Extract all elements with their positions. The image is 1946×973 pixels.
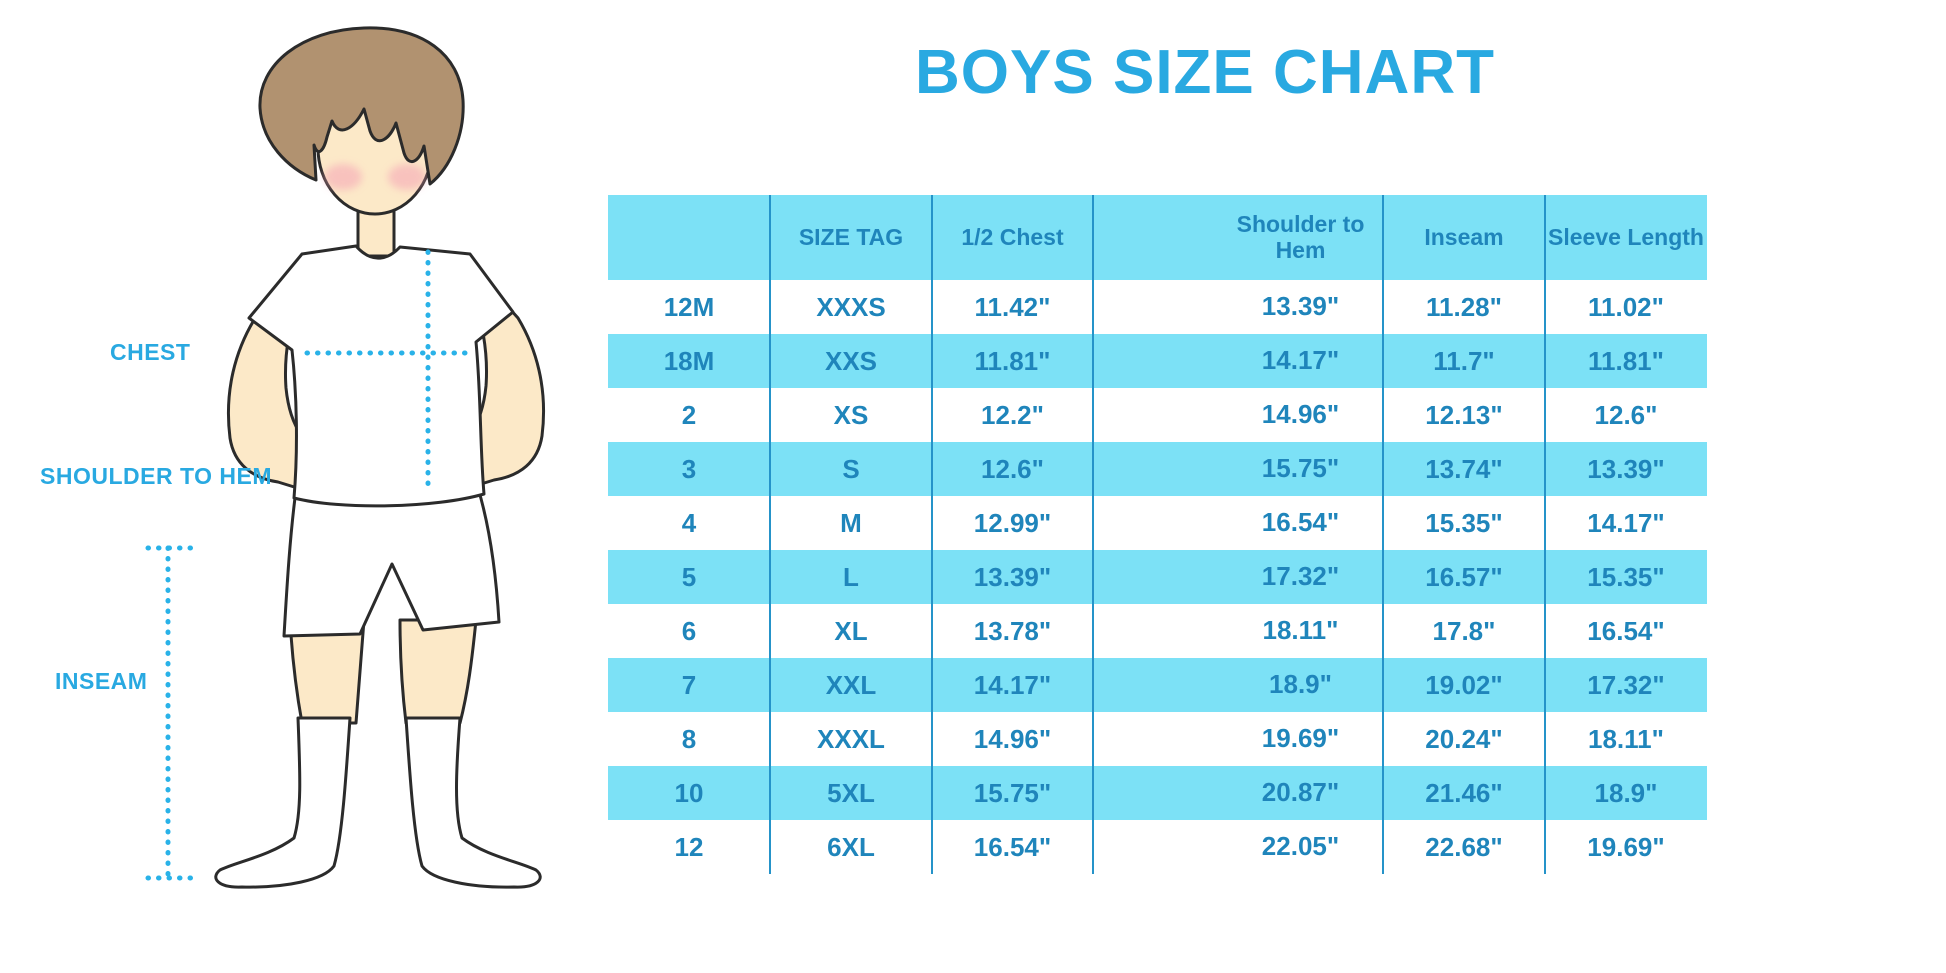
table-row: 12 6XL 16.54" 22.05" 22.68" 19.69" — [608, 820, 1707, 874]
table-row: 7 XXL 14.17" 18.9" 19.02" 17.32" — [608, 658, 1707, 712]
page-title: BOYS SIZE CHART — [915, 38, 1495, 107]
table-row: 10 5XL 15.75" 20.87" 21.46" 18.9" — [608, 766, 1707, 820]
table-cell-inseam: 20.24" — [1425, 723, 1503, 754]
table-cell-shoulder-to-hem: 20.87" — [1261, 777, 1340, 808]
table-row: 6 XL 13.78" 18.11" 17.8" 16.54" — [608, 604, 1707, 658]
table-cell-sleeve-length: 15.35" — [1587, 561, 1665, 592]
table-cell-shoulder-to-hem: 14.17" — [1261, 345, 1340, 376]
table-header-row: SIZE TAG 1/2 Chest Shoulder to Hem Insea… — [608, 195, 1707, 280]
table-cell-sleeve-length: 11.81" — [1588, 345, 1664, 376]
t-shirt — [247, 244, 515, 508]
table-cell-inseam: 17.8" — [1432, 615, 1496, 646]
table-cell-shoulder-to-hem: 13.39" — [1261, 291, 1340, 322]
table-row: 3 S 12.6" 15.75" 13.74" 13.39" — [608, 442, 1707, 496]
table-cell-tag: S — [842, 453, 860, 484]
table-cell-shoulder-to-hem: 16.54" — [1261, 507, 1340, 538]
shoulder-to-hem-label: SHOULDER TO HEM — [40, 463, 272, 489]
table-cell-sleeve-length: 12.6" — [1594, 399, 1658, 430]
inseam-measure-line — [145, 545, 203, 881]
table-cell-shoulder-to-hem: 19.69" — [1261, 723, 1340, 754]
table-cell-sleeve-length: 16.54" — [1587, 615, 1665, 646]
table-cell-inseam: 15.35" — [1425, 507, 1503, 538]
table-cell-sleeve-length: 18.11" — [1588, 723, 1664, 754]
header-cell-half-chest: 1/2 Chest — [961, 224, 1064, 250]
table-cell-tag: L — [843, 561, 859, 592]
table-cell-half-chest: 15.75" — [973, 777, 1052, 808]
header-cell-size-tag: SIZE TAG — [798, 224, 904, 250]
table-cell-shoulder-to-hem: 15.75" — [1261, 453, 1340, 484]
table-cell-size: 3 — [681, 453, 697, 484]
table-row: 4 M 12.99" 16.54" 15.35" 14.17" — [608, 496, 1707, 550]
table-cell-sleeve-length: 11.02" — [1588, 291, 1664, 322]
table-cell-size: 6 — [681, 615, 697, 646]
table-cell-size: 8 — [681, 723, 697, 754]
table-cell-half-chest: 13.78" — [973, 615, 1052, 646]
table-cell-tag: M — [840, 507, 862, 538]
table-cell-tag: 5XL — [827, 777, 875, 808]
table-cell-shoulder-to-hem: 17.32" — [1261, 561, 1340, 592]
table-cell-inseam: 13.74" — [1425, 453, 1503, 484]
table-cell-tag: XXXL — [817, 723, 885, 754]
table-cell-size: 4 — [681, 507, 697, 538]
header-cell-sleeve-length: Sleeve Length — [1548, 224, 1704, 250]
table-cell-half-chest: 12.99" — [973, 507, 1052, 538]
shorts — [282, 486, 501, 638]
table-cell-half-chest: 12.2" — [981, 399, 1044, 430]
table-cell-inseam: 12.13" — [1425, 399, 1503, 430]
table-cell-inseam: 11.28" — [1426, 291, 1502, 322]
table-cell-inseam: 11.7" — [1433, 345, 1495, 376]
table-cell-sleeve-length: 18.9" — [1594, 777, 1658, 808]
header-cell-shoulder-to-hem: Shoulder to Hem — [1236, 210, 1365, 263]
table-cell-size: 2 — [681, 399, 697, 430]
table-cell-sleeve-length: 19.69" — [1587, 831, 1665, 862]
table-cell-half-chest: 12.6" — [981, 453, 1044, 484]
table-row: 12M XXXS 11.42" 13.39" 11.28" 11.02" — [608, 280, 1707, 334]
table-cell-size: 18M — [663, 345, 715, 376]
table-cell-half-chest: 16.54" — [973, 831, 1052, 862]
table-cell-shoulder-to-hem: 14.96" — [1261, 399, 1340, 430]
table-cell-size: 7 — [681, 669, 697, 700]
table-cell-size: 10 — [674, 777, 704, 808]
table-cell-shoulder-to-hem: 18.11" — [1262, 615, 1339, 646]
table-cell-tag: XL — [834, 615, 868, 646]
table-cell-inseam: 22.68" — [1425, 831, 1503, 862]
table-cell-tag: XS — [833, 399, 869, 430]
table-row: 5 L 13.39" 17.32" 16.57" 15.35" — [608, 550, 1707, 604]
boy-figure-svg — [145, 26, 546, 889]
header-cell-inseam: Inseam — [1424, 224, 1504, 250]
table-cell-size: 12M — [663, 291, 715, 322]
table-cell-half-chest: 13.39" — [973, 561, 1052, 592]
table-cell-shoulder-to-hem: 18.9" — [1269, 669, 1332, 700]
cheeks — [324, 164, 426, 190]
table-cell-half-chest: 11.42" — [974, 291, 1051, 322]
hair — [258, 26, 465, 186]
chest-label: CHEST — [110, 339, 191, 365]
table-cell-tag: 6XL — [827, 831, 875, 862]
table-cell-sleeve-length: 14.17" — [1587, 507, 1665, 538]
table-row: 8 XXXL 14.96" 19.69" 20.24" 18.11" — [608, 712, 1707, 766]
table-cell-size: 12 — [674, 831, 704, 862]
table-cell-shoulder-to-hem: 22.05" — [1261, 831, 1340, 862]
socks — [214, 716, 542, 889]
inseam-label: INSEAM — [55, 668, 148, 694]
boy-illustration — [40, 20, 560, 910]
table-cell-half-chest: 11.81" — [974, 345, 1051, 376]
table-cell-inseam: 21.46" — [1425, 777, 1503, 808]
table-cell-sleeve-length: 17.32" — [1587, 669, 1665, 700]
table-cell-tag: XXXS — [816, 291, 886, 322]
table-cell-inseam: 19.02" — [1425, 669, 1503, 700]
table-cell-tag: XXS — [824, 345, 878, 376]
table-cell-size: 5 — [681, 561, 697, 592]
size-table: SIZE TAG 1/2 Chest Shoulder to Hem Insea… — [608, 195, 1707, 874]
table-body: 12M XXXS 11.42" 13.39" 11.28" 11.02" 18M XXS 11.… — [608, 280, 1707, 874]
table-cell-half-chest: 14.96" — [973, 723, 1052, 754]
table-cell-half-chest: 14.17" — [973, 669, 1052, 700]
table-cell-tag: XXL — [825, 669, 877, 700]
table-row: 2 XS 12.2" 14.96" 12.13" 12.6" — [608, 388, 1707, 442]
table-cell-sleeve-length: 13.39" — [1587, 453, 1665, 484]
table-row: 18M XXS 11.81" 14.17" 11.7" 11.81" — [608, 334, 1707, 388]
table-cell-inseam: 16.57" — [1425, 561, 1503, 592]
